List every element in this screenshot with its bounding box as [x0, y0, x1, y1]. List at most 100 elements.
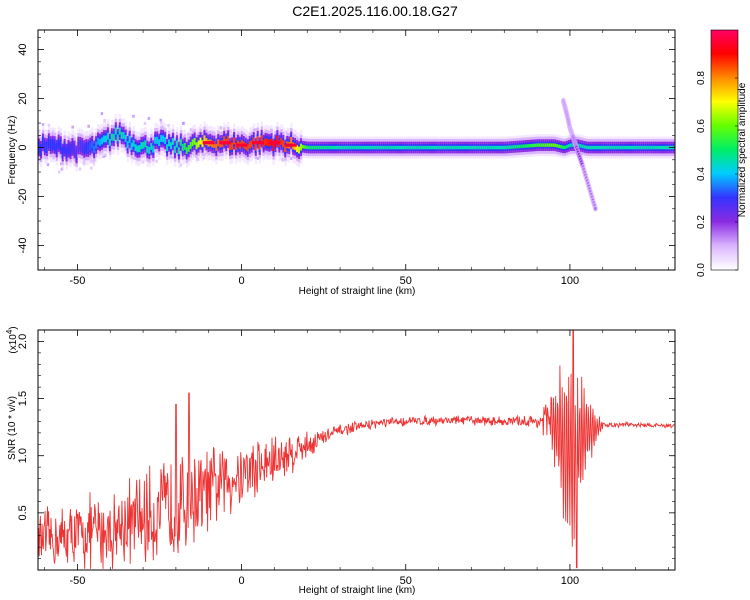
colorbar-strip: [711, 244, 738, 247]
colorbar-strip: [711, 240, 738, 243]
colorbar-strip: [711, 256, 738, 259]
spectrogram-cell: [420, 145, 423, 150]
spectrogram-cell: [439, 145, 443, 150]
spectrogram-cell: [504, 145, 508, 150]
spectrogram-cell: [528, 144, 531, 148]
spectrogram-cell: [359, 145, 362, 150]
spectrogram-cell: [625, 145, 628, 150]
spectrogram-cell: [455, 145, 459, 150]
spectrogram-cell: [189, 142, 193, 149]
top-x-tick-label: 50: [400, 275, 412, 287]
spectrogram-cell: [319, 145, 323, 150]
colorbar-strip: [711, 198, 738, 201]
spectrogram-cell: [156, 136, 159, 144]
spectrogram-cell: [619, 145, 622, 150]
spectrogram-cell: [621, 145, 624, 150]
spectrogram-speck: [100, 112, 104, 116]
spectrogram-cell: [103, 135, 106, 143]
colorbar-strip: [711, 70, 738, 73]
spectrogram-cell: [367, 145, 370, 150]
spectrogram-cell: [112, 133, 116, 141]
colorbar-strip: [711, 68, 738, 71]
spectrogram-cell: [378, 145, 382, 150]
spectrogram-cell: [118, 127, 122, 135]
snr-series: [38, 330, 675, 569]
colorbar-strip: [711, 82, 738, 85]
spectrogram-cell: [158, 139, 161, 147]
spectrogram-cell: [363, 145, 366, 150]
spectrogram-cell: [617, 145, 620, 150]
spectrogram-cell: [469, 145, 472, 150]
spectrogram-cell: [142, 141, 145, 149]
spectrogram-cell: [71, 143, 74, 151]
spectrogram-cell: [290, 136, 293, 144]
spectrogram-cell: [106, 132, 110, 140]
spectrogram-cell: [136, 145, 139, 153]
colorbar-strip: [711, 138, 738, 141]
colorbar-strip: [711, 182, 738, 185]
spectrogram-cell: [579, 144, 583, 148]
colorbar-strip: [711, 36, 738, 39]
colorbar-strip: [711, 218, 738, 221]
spectrogram-cell: [567, 144, 571, 148]
spectrogram-peak-cell: [252, 141, 264, 145]
spectrogram-cell: [382, 145, 386, 150]
spectrogram-cell: [248, 141, 252, 149]
spectrogram-cell: [597, 145, 600, 150]
colorbar-strip: [711, 246, 738, 249]
spectrogram-cell: [303, 145, 307, 149]
spectrogram-cell: [569, 143, 573, 147]
y-multiplier-exponent: 4: [5, 329, 14, 334]
colorbar-strip: [711, 232, 738, 235]
spectrogram-cell: [510, 145, 514, 149]
colorbar-strip: [711, 264, 738, 267]
colorbar-tick-label: 0.2: [696, 215, 707, 229]
spectrogram-cell: [313, 145, 317, 150]
colorbar-strip: [711, 92, 738, 95]
bottom-x-tick-label: 0: [239, 575, 245, 587]
spectrogram-cell: [485, 145, 488, 150]
spectrogram-cell: [75, 151, 78, 158]
colorbar-strip: [711, 148, 738, 151]
colorbar-strip: [711, 262, 738, 265]
spectrogram-cell: [495, 145, 498, 150]
spectrogram-cell: [345, 145, 348, 150]
spectrogram-cell: [47, 138, 51, 146]
spectrogram-speck: [155, 159, 158, 163]
spectrogram-cell: [640, 145, 644, 150]
spectrogram-cell: [609, 145, 612, 150]
colorbar-strip: [711, 146, 738, 149]
spectrogram-cell: [396, 145, 399, 150]
colorbar-strip: [711, 118, 738, 121]
colorbar: 0.0 0.2 0.4 0.6 0.8 Normalized spectral ampl…: [696, 29, 748, 277]
spectrogram-cell: [361, 145, 364, 150]
colorbar-strip: [711, 108, 738, 111]
spectrogram-cell: [577, 143, 581, 148]
colorbar-strip: [711, 38, 738, 41]
spectrogram-cell: [73, 146, 76, 153]
colorbar-strip: [711, 126, 738, 129]
spectrogram-speck: [159, 118, 162, 122]
spectrogram-cell: [191, 139, 195, 147]
spectrogram-cell: [613, 145, 616, 150]
colorbar-strip: [711, 178, 738, 181]
spectrogram-cell: [441, 145, 445, 150]
spectrogram-cell: [128, 136, 131, 143]
spectrogram-cell: [548, 143, 551, 147]
top-y-tick-label: 0: [17, 144, 29, 150]
spectrogram-cell: [562, 145, 565, 149]
spectrogram-cell: [39, 146, 43, 154]
spectrogram-cell: [294, 143, 297, 151]
spectrogram-cell: [506, 145, 510, 150]
spectrogram-cell: [648, 145, 652, 150]
colorbar-strip: [711, 170, 738, 173]
spectrogram-cell: [605, 145, 608, 150]
spectrogram-speck: [147, 117, 151, 120]
spectrogram-cell: [603, 145, 606, 150]
spectrogram-cell: [522, 144, 526, 148]
spectrogram-cell: [89, 142, 92, 150]
spectrogram-cell: [512, 145, 516, 149]
spectrogram-cell: [87, 144, 90, 152]
spectrogram-cell: [321, 145, 325, 150]
